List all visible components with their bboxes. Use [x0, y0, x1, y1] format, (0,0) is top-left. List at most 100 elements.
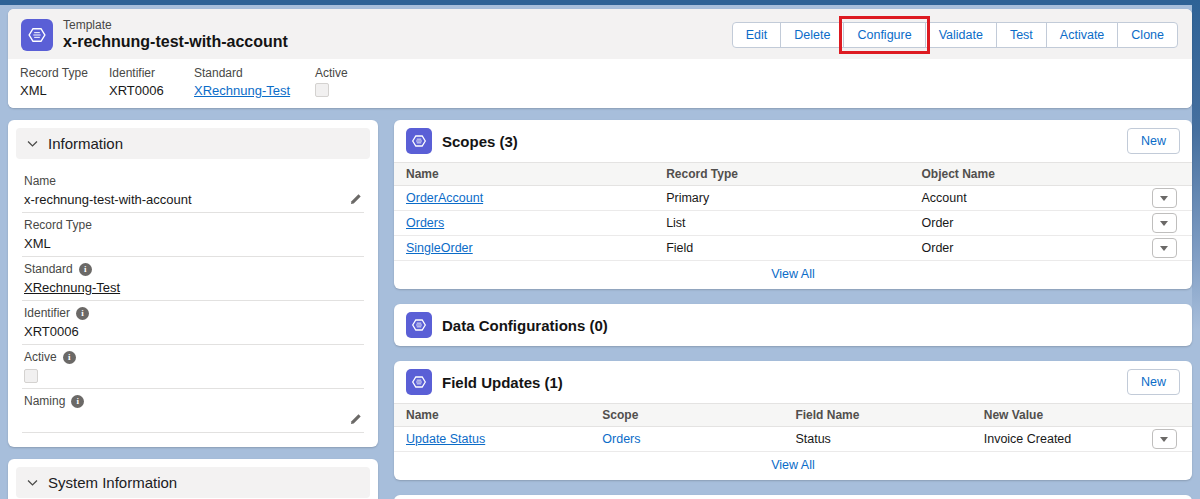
edit-button[interactable]: Edit — [732, 22, 782, 48]
row-actions-dropdown[interactable] — [1152, 213, 1177, 233]
field-update-scope-link[interactable]: Orders — [602, 432, 640, 446]
information-section-header[interactable]: Information — [16, 128, 370, 159]
info-icon[interactable]: i — [79, 263, 92, 276]
field-value: XRT0006 — [24, 324, 79, 339]
column-header: Field Name — [783, 408, 971, 422]
chevron-down-icon — [1160, 246, 1168, 251]
row-actions-dropdown[interactable] — [1152, 238, 1177, 258]
field-name: Name x-rechnung-test-with-account — [22, 169, 364, 213]
clone-button[interactable]: Clone — [1117, 22, 1178, 48]
column-header: Name — [394, 167, 654, 181]
record-page: Template x-rechnung-test-with-account Ed… — [0, 0, 1200, 499]
record-highlight-fields: Record Type XML Identifier XRT0006 Stand… — [8, 59, 1192, 108]
right-column: Scopes (3) New Name Record Type Object N… — [394, 120, 1192, 499]
field-label: Active — [24, 350, 57, 364]
configure-button[interactable]: Configure — [843, 22, 925, 48]
standard-link[interactable]: XRechnung-Test — [24, 280, 120, 295]
highlight-field-record-type: Record Type XML — [20, 66, 109, 98]
chevron-down-icon — [1160, 437, 1168, 442]
active-checkbox[interactable] — [315, 83, 329, 97]
field-label: Name — [24, 174, 362, 188]
activate-button[interactable]: Activate — [1046, 22, 1118, 48]
new-scope-button[interactable]: New — [1127, 128, 1180, 154]
field-label: Standard — [194, 66, 315, 80]
edit-pencil-icon[interactable] — [349, 413, 362, 426]
column-header: Name — [394, 408, 590, 422]
record-header-card: Template x-rechnung-test-with-account Ed… — [8, 9, 1192, 108]
field-label: Standard — [24, 262, 73, 276]
main-columns: Information Name x-rechnung-test-with-ac… — [8, 120, 1192, 499]
chevron-down-icon — [1160, 221, 1168, 226]
view-all-link[interactable]: View All — [771, 458, 815, 472]
record-title-block: Template x-rechnung-test-with-account — [63, 18, 288, 51]
field-update-name-link[interactable]: Update Status — [406, 432, 485, 446]
field-label: Active — [315, 66, 348, 80]
table-row: OrderAccount Primary Account — [394, 186, 1192, 211]
scope-name-link[interactable]: SingleOrder — [406, 241, 473, 255]
chevron-down-icon — [26, 476, 39, 489]
new-field-update-button[interactable]: New — [1127, 369, 1180, 395]
data-configurations-object-icon — [406, 312, 432, 338]
system-information-section-header[interactable]: System Information — [16, 467, 370, 498]
highlight-field-identifier: Identifier XRT0006 — [109, 66, 194, 98]
record-header-top: Template x-rechnung-test-with-account Ed… — [8, 9, 1192, 59]
validate-button[interactable]: Validate — [925, 22, 997, 48]
configure-button-wrap: Configure — [843, 22, 925, 48]
info-icon[interactable]: i — [63, 351, 76, 364]
highlight-field-active: Active — [315, 66, 348, 98]
scope-record-type: Field — [654, 241, 909, 255]
column-header: New Value — [972, 408, 1136, 422]
row-actions-dropdown[interactable] — [1152, 429, 1177, 449]
scopes-related-list: Scopes (3) New Name Record Type Object N… — [394, 120, 1192, 289]
table-row: Orders List Order — [394, 211, 1192, 236]
scope-object-name: Order — [910, 216, 1137, 230]
related-list-title: Data Configurations (0) — [442, 317, 1180, 334]
related-list-title: Field Updates (1) — [442, 374, 1117, 391]
system-information-card: System Information Created By Luis Hezar… — [8, 459, 378, 499]
scope-record-type: Primary — [654, 191, 909, 205]
field-identifier: Identifieri XRT0006 — [22, 301, 364, 345]
field-value: XML — [24, 236, 51, 251]
column-header: Record Type — [654, 167, 909, 181]
data-configurations-related-list: Data Configurations (0) — [394, 304, 1192, 346]
active-checkbox[interactable] — [24, 369, 38, 383]
field-label: Record Type — [24, 218, 362, 232]
highlight-field-standard: Standard XRechnung-Test — [194, 66, 315, 98]
edit-pencil-icon[interactable] — [349, 193, 362, 206]
field-label: Naming — [24, 394, 65, 408]
chevron-down-icon — [26, 137, 39, 150]
scope-name-link[interactable]: OrderAccount — [406, 191, 483, 205]
info-icon[interactable]: i — [76, 307, 89, 320]
field-record-type: Record Type XML — [22, 213, 364, 257]
field-value: XML — [20, 83, 109, 98]
scopes-table-header: Name Record Type Object Name — [394, 162, 1192, 186]
info-icon[interactable]: i — [71, 395, 84, 408]
table-row: Update Status Orders Status Invoice Crea… — [394, 427, 1192, 452]
field-value: x-rechnung-test-with-account — [24, 192, 192, 207]
scope-name-link[interactable]: Orders — [406, 216, 444, 230]
jobs-related-list: Jobs — [394, 495, 1192, 499]
scope-record-type: List — [654, 216, 909, 230]
delete-button[interactable]: Delete — [780, 22, 844, 48]
left-column: Information Name x-rechnung-test-with-ac… — [8, 120, 378, 499]
template-object-icon — [21, 19, 53, 51]
scope-object-name: Account — [910, 191, 1137, 205]
row-actions-dropdown[interactable] — [1152, 188, 1177, 208]
field-active: Activei — [22, 345, 364, 389]
table-row: SingleOrder Field Order — [394, 236, 1192, 261]
chevron-down-icon — [1160, 196, 1168, 201]
field-label: Identifier — [109, 66, 194, 80]
test-button[interactable]: Test — [996, 22, 1047, 48]
page-title: x-rechnung-test-with-account — [63, 32, 288, 51]
field-updates-object-icon — [406, 369, 432, 395]
view-all-link[interactable]: View All — [771, 267, 815, 281]
related-list-title: Scopes (3) — [442, 133, 1117, 150]
field-naming: Namingi — [22, 389, 364, 433]
section-title: Information — [48, 135, 123, 152]
standard-link[interactable]: XRechnung-Test — [194, 83, 290, 98]
entity-label: Template — [63, 18, 288, 32]
field-updates-table-header: Name Scope Field Name New Value — [394, 403, 1192, 427]
record-action-bar: Edit Delete Configure Validate Test Acti… — [732, 22, 1178, 48]
field-value: XRT0006 — [109, 83, 194, 98]
column-header: Object Name — [910, 167, 1137, 181]
